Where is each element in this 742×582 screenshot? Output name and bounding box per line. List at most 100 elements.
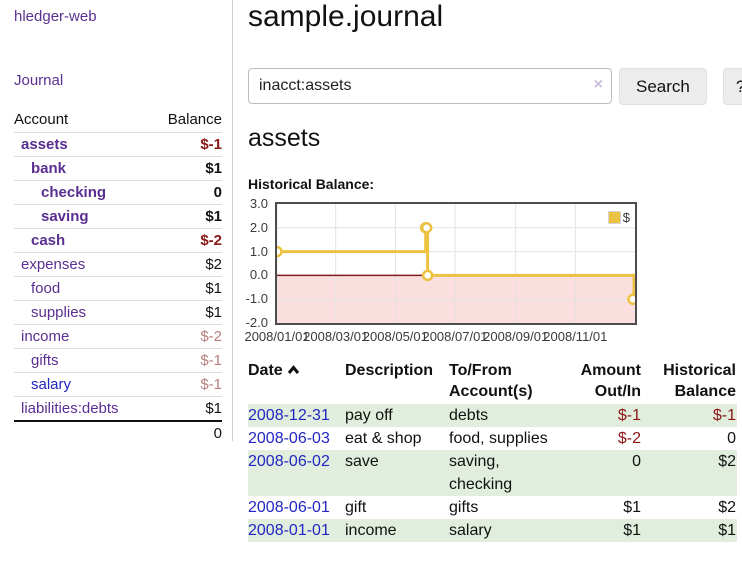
- account-balance: 0: [150, 180, 222, 205]
- account-row: salary $-1: [14, 372, 222, 397]
- data-point-marker: [627, 293, 635, 305]
- account-row: saving $1: [14, 204, 222, 229]
- sidebar: hledger-web Journal Account Balance asse…: [0, 0, 233, 445]
- transaction-amount: $1: [623, 499, 641, 516]
- account-balance: $-1: [150, 132, 222, 157]
- x-axis-tick-label: 2008/07/01: [422, 329, 488, 344]
- register-header-amount: Amount Out/In: [580, 362, 641, 400]
- sidebar-total-row: 0: [14, 420, 222, 445]
- sidebar-account-link-supplies[interactable]: supplies: [31, 304, 87, 321]
- transaction-date-link[interactable]: 2008-06-03: [248, 430, 330, 447]
- transaction-row: 2008-06-03 eat & shop food, supplies $-2 0: [248, 427, 737, 450]
- account-row: income $-2: [14, 324, 222, 349]
- account-row: food $1: [14, 276, 222, 301]
- x-axis-tick-label: 2008/01/01: [244, 329, 310, 344]
- x-axis-tick-label: 2008/03/01: [303, 329, 369, 344]
- x-axis-tick-label: 2008/11/01: [543, 329, 608, 344]
- accounts-table: Account Balance assets $-1 bank $1 checking 0…: [14, 108, 222, 445]
- account-row: supplies $1: [14, 300, 222, 325]
- sidebar-account-link-saving[interactable]: saving: [41, 208, 89, 225]
- chart-plot-area[interactable]: $: [275, 202, 637, 325]
- transaction-balance: $2: [718, 499, 736, 516]
- x-axis-tick-label: 2008/05/01: [362, 329, 428, 344]
- account-row: bank $1: [14, 156, 222, 181]
- account-balance: $-1: [150, 348, 222, 373]
- transaction-balance: $1: [642, 519, 737, 542]
- legend-label: $: [622, 210, 630, 225]
- transaction-row: 2008-01-01 income salary $1 $1: [248, 519, 737, 542]
- account-balance: $-2: [150, 228, 222, 253]
- sidebar-account-link-food[interactable]: food: [31, 280, 61, 297]
- transaction-description: gift: [345, 499, 367, 516]
- transaction-accounts: gifts: [449, 499, 479, 516]
- search-bar: × Search ?: [248, 68, 742, 105]
- transaction-date-link[interactable]: 2008-06-01: [248, 499, 330, 516]
- transaction-accounts: debts: [449, 404, 561, 427]
- register-header-accounts: To/From Account(s): [449, 362, 533, 400]
- transaction-balance: $2: [642, 450, 737, 496]
- account-balance: $-2: [150, 324, 222, 349]
- y-axis-tick-label: 0.0: [249, 267, 268, 283]
- sidebar-account-link-checking[interactable]: checking: [41, 184, 107, 201]
- y-axis-tick-label: 3.0: [249, 196, 268, 211]
- chart-canvas: [277, 204, 635, 323]
- balance-column-header: Balance: [167, 111, 222, 128]
- chart-legend: $: [606, 209, 631, 226]
- account-balance: $2: [150, 252, 222, 277]
- account-balance: $1: [150, 396, 222, 421]
- transaction-row: 2008-06-01 gift gifts $1 $2: [248, 496, 737, 519]
- account-row: checking 0: [14, 180, 222, 205]
- search-input[interactable]: [248, 68, 612, 104]
- transaction-date-link[interactable]: 2008-12-31: [248, 407, 330, 424]
- clear-search-icon[interactable]: ×: [593, 76, 603, 93]
- account-row: cash $-2: [14, 228, 222, 253]
- transaction-description: eat & shop: [345, 430, 422, 447]
- y-axis-tick-label: -1.0: [245, 291, 268, 307]
- register-header-balance: Historical Balance: [663, 362, 736, 400]
- journal-link[interactable]: Journal: [14, 72, 64, 89]
- transaction-row: 2008-12-31 pay off debts $-1 $-1: [248, 404, 737, 427]
- sidebar-account-link-bank[interactable]: bank: [31, 160, 67, 177]
- transaction-amount: 0: [561, 450, 642, 496]
- account-heading: assets: [248, 124, 321, 152]
- sidebar-total-balance: 0: [150, 420, 222, 445]
- transaction-description: save: [345, 450, 449, 496]
- search-button[interactable]: Search: [619, 68, 707, 105]
- transaction-balance: $-1: [642, 404, 737, 427]
- app-title-link[interactable]: hledger-web: [14, 8, 97, 25]
- transaction-row: 2008-06-02 save saving, checking 0 $2: [248, 450, 737, 496]
- transaction-accounts: food, supplies: [449, 430, 548, 447]
- sidebar-account-link-income[interactable]: income: [21, 328, 70, 345]
- sort-asc-icon: [287, 360, 300, 381]
- data-point-marker: [277, 245, 283, 258]
- account-row: gifts $-1: [14, 348, 222, 373]
- transaction-date-link[interactable]: 2008-01-01: [248, 522, 330, 539]
- y-axis-tick-label: -2.0: [245, 315, 268, 330]
- sidebar-account-link-assets[interactable]: assets: [21, 136, 68, 153]
- sidebar-account-link-salary[interactable]: salary: [31, 376, 72, 393]
- y-axis-tick-label: 2.0: [249, 219, 268, 235]
- transaction-balance: 0: [727, 430, 736, 447]
- x-axis-tick-label: 2008/09/01: [483, 329, 549, 344]
- account-balance: $1: [150, 156, 222, 181]
- page-title: sample.journal: [248, 0, 444, 33]
- transaction-accounts: salary: [449, 519, 561, 542]
- transaction-description: income: [345, 519, 449, 542]
- register-header-description: Description: [345, 362, 434, 379]
- accounts-column-header: Account: [14, 111, 69, 128]
- transaction-date-link[interactable]: 2008-06-02: [248, 453, 330, 470]
- register-header-date[interactable]: Date: [248, 360, 345, 404]
- historical-balance-chart: $ 3.0 2.0 1.0 0.0 -1.0 -2.0 2008/01/01 2008/03/…: [244, 197, 668, 360]
- transaction-amount: $-1: [561, 404, 642, 427]
- account-balance: $1: [150, 276, 222, 301]
- transaction-accounts: saving, checking: [449, 450, 561, 496]
- sidebar-account-link-liabilities-debts[interactable]: liabilities:debts: [21, 400, 119, 417]
- sidebar-account-link-gifts[interactable]: gifts: [31, 352, 59, 369]
- help-button[interactable]: ?: [722, 68, 742, 105]
- sidebar-account-link-cash[interactable]: cash: [31, 232, 66, 249]
- account-balance: $1: [150, 204, 222, 229]
- account-balance: $1: [150, 300, 222, 325]
- transaction-amount: $1: [561, 519, 642, 542]
- sidebar-account-link-expenses[interactable]: expenses: [21, 256, 86, 273]
- data-point-marker: [421, 269, 434, 282]
